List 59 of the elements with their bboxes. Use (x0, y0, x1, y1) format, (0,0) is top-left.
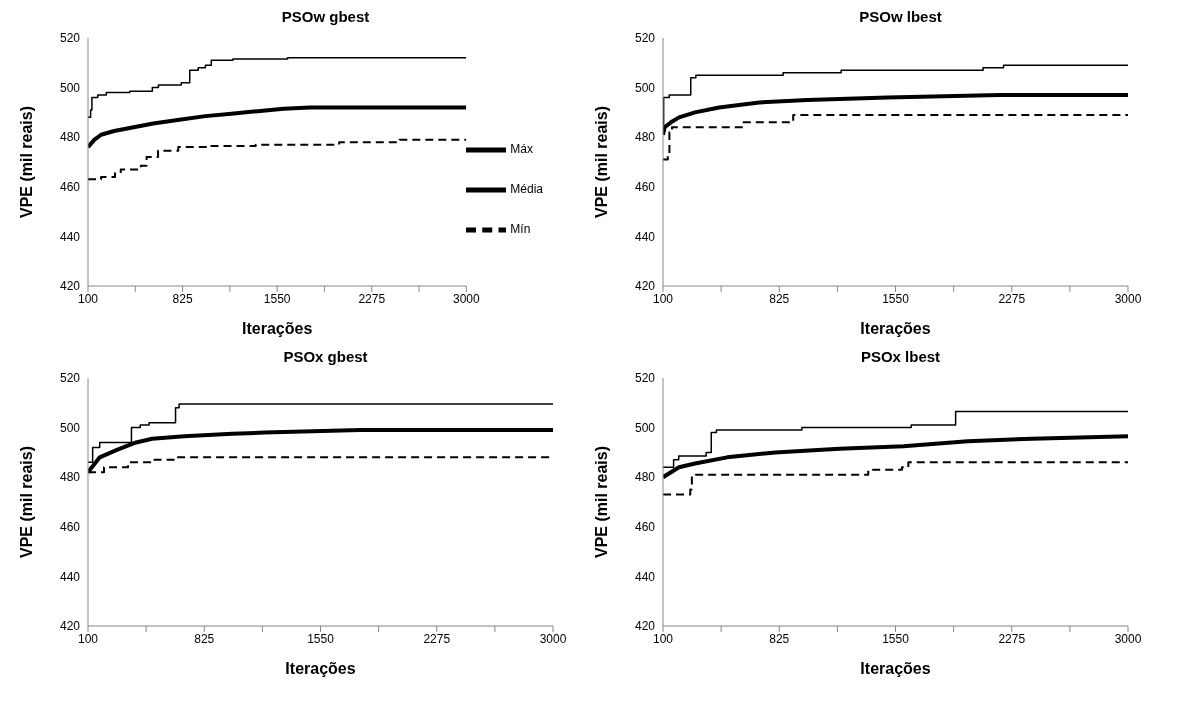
x-axis-title: Iterações (860, 660, 931, 677)
x-tick-label: 100 (77, 291, 99, 306)
y-tick-label: 420 (59, 279, 81, 294)
y-tick-label: 440 (59, 569, 81, 584)
x-tick-label: 3000 (452, 291, 480, 306)
x-axis-title: Iterações (242, 320, 313, 337)
x-tick-label: 2275 (358, 291, 386, 306)
y-tick-label: 500 (634, 80, 656, 95)
x-tick-label: 825 (769, 291, 790, 306)
y-tick-label: 480 (634, 470, 656, 485)
y-tick-label: 480 (634, 130, 656, 145)
x-tick-label: 1550 (882, 291, 910, 306)
x-axis-title: Iterações (285, 660, 356, 677)
x-tick-label: 100 (77, 631, 99, 646)
y-tick-label: 480 (59, 470, 81, 485)
x-tick-label: 825 (194, 631, 215, 646)
x-tick-label: 3000 (539, 631, 567, 646)
y-tick-label: 440 (59, 229, 81, 244)
x-tick-label: 1550 (307, 631, 335, 646)
y-tick-label: 420 (634, 279, 656, 294)
x-tick-label: 825 (172, 291, 193, 306)
y-tick-label: 500 (59, 420, 81, 435)
legend-label: Máx (510, 142, 533, 157)
chart-title: PSOw gbest (280, 8, 371, 27)
y-tick-label: 480 (59, 130, 81, 145)
y-axis-title: VPE (mil reais) (592, 445, 610, 559)
x-tick-label: 1550 (882, 631, 910, 646)
x-tick-label: 3000 (1114, 291, 1142, 306)
chart-title: PSOx lbest (859, 348, 942, 367)
x-tick-label: 2275 (423, 631, 451, 646)
x-tick-label: 100 (652, 631, 674, 646)
y-tick-label: 440 (634, 229, 656, 244)
y-axis-title: VPE (mil reais) (592, 105, 610, 219)
x-tick-label: 3000 (1114, 631, 1142, 646)
y-tick-label: 500 (59, 80, 81, 95)
y-axis-title: VPE (mil reais) (17, 445, 35, 559)
y-tick-label: 420 (634, 619, 656, 634)
chart-title: PSOx gbest (282, 348, 369, 367)
x-tick-label: 1550 (263, 291, 291, 306)
y-axis-title: VPE (mil reais) (17, 105, 35, 219)
x-tick-label: 100 (652, 291, 674, 306)
y-tick-label: 520 (634, 371, 656, 386)
y-tick-label: 440 (634, 569, 656, 584)
y-tick-label: 520 (634, 31, 656, 46)
x-tick-label: 2275 (998, 631, 1026, 646)
y-tick-label: 460 (59, 180, 81, 195)
y-tick-label: 420 (59, 619, 81, 634)
y-tick-label: 460 (634, 520, 656, 535)
legend-label: Média (510, 182, 543, 197)
x-tick-label: 2275 (998, 291, 1026, 306)
y-tick-label: 520 (59, 31, 81, 46)
x-axis-title: Iterações (860, 320, 931, 337)
legend-label: Mín (510, 222, 531, 237)
y-tick-label: 460 (59, 520, 81, 535)
y-tick-label: 500 (634, 420, 656, 435)
y-tick-label: 520 (59, 371, 81, 386)
y-tick-label: 460 (634, 180, 656, 195)
chart-title: PSOw lbest (858, 8, 943, 27)
x-tick-label: 825 (769, 631, 790, 646)
